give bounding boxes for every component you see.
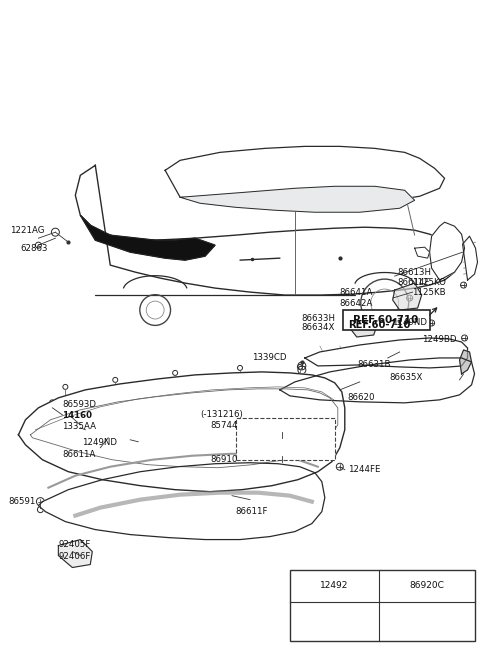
Polygon shape [463,236,478,280]
Text: 86614F: 86614F [397,277,430,287]
Polygon shape [75,165,457,295]
Text: 86611A: 86611A [62,450,96,459]
Text: (-131216): (-131216) [200,410,243,419]
Text: 86910: 86910 [210,455,238,464]
Text: 86633H: 86633H [302,314,336,323]
FancyBboxPatch shape [236,418,335,460]
Polygon shape [459,350,471,374]
Text: 92406F: 92406F [59,552,91,561]
Text: 1125KB: 1125KB [412,287,445,297]
Polygon shape [38,462,325,540]
Text: 86642A: 86642A [340,298,373,308]
Text: 12492: 12492 [320,581,348,590]
Text: 1249BD: 1249BD [421,335,456,344]
Polygon shape [80,215,215,260]
Text: 1249ND: 1249ND [83,438,117,447]
Text: 86591: 86591 [9,497,36,506]
Polygon shape [415,247,430,258]
Text: 1249ND: 1249ND [392,318,427,327]
Polygon shape [430,222,465,280]
Text: 62863: 62863 [21,243,48,253]
Text: REF.60-710: REF.60-710 [348,320,410,330]
Polygon shape [305,338,468,368]
Text: 92405F: 92405F [59,540,91,549]
Polygon shape [280,358,475,403]
Text: 14160: 14160 [62,411,92,420]
Text: 86611F: 86611F [235,507,267,516]
Text: 85744: 85744 [210,421,238,430]
Text: 86593D: 86593D [62,400,96,409]
Text: 86631B: 86631B [358,360,391,369]
Text: 1244FE: 1244FE [348,465,380,474]
Text: 86613H: 86613H [397,268,432,277]
Polygon shape [18,372,345,491]
Text: 86620: 86620 [348,394,375,402]
Polygon shape [393,283,421,310]
Text: 86641A: 86641A [340,287,373,297]
FancyBboxPatch shape [343,310,430,330]
Polygon shape [180,186,415,213]
Bar [290,569,475,642]
Polygon shape [350,312,378,337]
Polygon shape [165,146,444,202]
Text: REF.60-710: REF.60-710 [353,315,419,325]
Polygon shape [59,540,92,567]
Text: 1339CD: 1339CD [252,354,287,362]
Text: 1125KO: 1125KO [412,277,445,287]
Text: 1221AG: 1221AG [11,226,45,235]
Text: 86635X: 86635X [390,373,423,382]
Text: 1335AA: 1335AA [62,422,96,431]
Text: 86634X: 86634X [302,323,335,333]
Text: 86920C: 86920C [409,581,444,590]
